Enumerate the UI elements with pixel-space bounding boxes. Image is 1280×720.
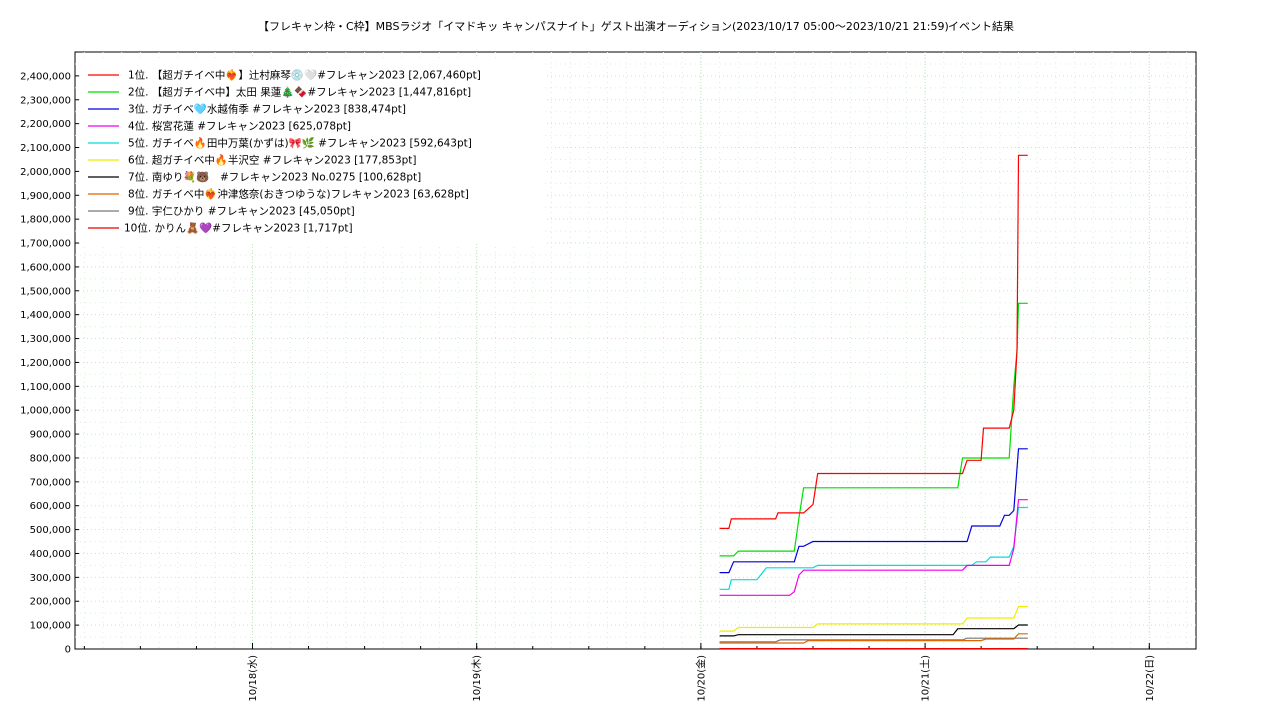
chart-subtitle: イベント結果 bbox=[948, 19, 1014, 33]
series-line-4 bbox=[719, 499, 1028, 596]
legend-background bbox=[80, 58, 544, 244]
y-tick-label: 1,000,000 bbox=[20, 406, 71, 417]
y-tick-label: 500,000 bbox=[30, 525, 71, 536]
y-tick-label: 1,500,000 bbox=[20, 286, 71, 297]
legend-label: 5位. ガチイベ🔥田中万葉(かずは)🎀🌿 #フレキャン2023 [592,643… bbox=[128, 137, 472, 150]
y-axis: 0 100,000 200,000 300,000 400,000 500,000 600,… bbox=[20, 71, 79, 656]
x-tick-label: 10/20(金) bbox=[694, 655, 707, 702]
y-tick-label: 1,700,000 bbox=[20, 239, 71, 250]
y-tick-label: 700,000 bbox=[30, 477, 71, 488]
y-tick-label: 2,300,000 bbox=[20, 95, 71, 106]
y-tick-label: 1,800,000 bbox=[20, 215, 71, 226]
y-tick-label: 600,000 bbox=[30, 501, 71, 512]
legend: 1位. 【超ガチイベ中❤️‍🔥】辻村麻琴💿🤍#フレキャン2023 [2,067,… bbox=[80, 58, 544, 244]
legend-label: 8位. ガチイベ中❤️‍🔥沖津悠奈(おきつゆうな)フレキャン2023 [63,6… bbox=[128, 188, 469, 201]
series-line-7 bbox=[719, 624, 1028, 637]
legend-label: 2位. 【超ガチイベ中】太田 果蓮🎄🍫#フレキャン2023 [1,447,816… bbox=[128, 86, 471, 99]
series-line-6 bbox=[719, 605, 1028, 632]
y-tick-label: 1,400,000 bbox=[20, 310, 71, 321]
legend-label: 3位. ガチイベ🩵水越侑季 #フレキャン2023 [838,474pt] bbox=[128, 103, 406, 116]
y-tick-label: 100,000 bbox=[30, 621, 71, 632]
y-tick-label: 2,200,000 bbox=[20, 119, 71, 130]
legend-label: 9位. 宇仁ひかり #フレキャン2023 [45,050pt] bbox=[128, 205, 355, 218]
x-tick-label: 10/21(土) bbox=[919, 655, 932, 702]
series-line-8 bbox=[719, 633, 1028, 644]
legend-label: 6位. 超ガチイベ中🔥半沢空 #フレキャン2023 [177,853pt] bbox=[128, 154, 417, 167]
y-tick-label: 1,200,000 bbox=[20, 358, 71, 369]
series-line-1 bbox=[719, 154, 1028, 530]
y-tick-label: 800,000 bbox=[30, 453, 71, 464]
series-line-3 bbox=[719, 448, 1028, 574]
x-tick-label: 10/19(木) bbox=[471, 655, 483, 702]
chart-title: 【フレキャン枠・C枠】MBSラジオ「イマドキッ キャンパスナイト」ゲスト出演オー… bbox=[258, 19, 949, 33]
legend-label: 4位. 桜宮花蓮 #フレキャン2023 [625,078pt] bbox=[128, 120, 351, 133]
y-tick-label: 900,000 bbox=[30, 430, 71, 441]
y-tick-label: 1,900,000 bbox=[20, 191, 71, 202]
legend-label: 7位. 南ゆり💐🐻 #フレキャン2023 No.0275 [100,628pt] bbox=[128, 171, 421, 184]
y-tick-label: 300,000 bbox=[30, 573, 71, 584]
series-lines bbox=[719, 154, 1028, 650]
series-line-9 bbox=[719, 637, 1028, 643]
x-tick-label: 10/18(水) bbox=[247, 655, 259, 702]
x-tick-label: 10/22(日) bbox=[1145, 655, 1156, 702]
y-tick-label: 1,600,000 bbox=[20, 262, 71, 273]
grid-lines bbox=[75, 52, 1196, 649]
x-axis: 10/18(水) 10/19(木) 10/20(金) 10/21(土) 10/22(日) bbox=[83, 643, 1156, 702]
y-tick-label: 1,100,000 bbox=[20, 382, 71, 393]
y-tick-label: 400,000 bbox=[30, 549, 71, 560]
legend-label: 1位. 【超ガチイベ中❤️‍🔥】辻村麻琴💿🤍#フレキャン2023 [2,067,… bbox=[128, 69, 481, 82]
y-tick-label: 2,400,000 bbox=[20, 71, 71, 82]
y-tick-label: 200,000 bbox=[30, 597, 71, 608]
y-tick-label: 1,300,000 bbox=[20, 334, 71, 345]
legend-label: 10位. かりん🧸💜#フレキャン2023 [1,717pt] bbox=[124, 222, 353, 235]
y-tick-label: 2,000,000 bbox=[20, 167, 71, 178]
y-tick-label: 0 bbox=[65, 645, 71, 656]
y-tick-label: 2,100,000 bbox=[20, 143, 71, 154]
